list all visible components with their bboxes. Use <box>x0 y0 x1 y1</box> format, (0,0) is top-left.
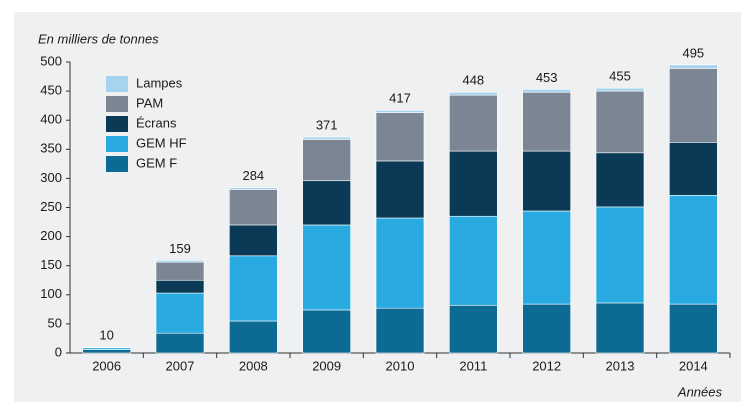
bar-segment <box>669 194 718 305</box>
bar-segment <box>155 260 205 263</box>
bar-segment <box>522 210 571 305</box>
bar-segment <box>522 89 571 93</box>
legend-label: GEM F <box>136 155 177 170</box>
bar-segment <box>82 349 131 354</box>
y-tick-label: 100 <box>40 286 62 301</box>
legend-label: GEM HF <box>136 135 187 150</box>
total-label: 371 <box>316 118 338 133</box>
total-label: 159 <box>169 241 191 256</box>
legend-swatch <box>106 136 128 152</box>
x-tick-label: 2010 <box>386 358 415 373</box>
bar-segment <box>449 91 498 96</box>
chart-title: En milliers de tonnes <box>38 31 159 46</box>
bar-segment <box>449 304 498 354</box>
x-tick-label: 2014 <box>679 358 708 373</box>
bar-segment <box>595 206 645 304</box>
x-tick-label: 2012 <box>532 358 561 373</box>
bar-segment <box>302 139 351 182</box>
bar-segment <box>375 160 425 219</box>
bar-segment <box>669 142 718 196</box>
bar-segment <box>155 292 205 334</box>
bar-segment <box>669 68 718 143</box>
bar-segment <box>522 303 571 354</box>
legend-swatch <box>106 76 128 92</box>
y-tick-label: 350 <box>40 141 62 156</box>
bar-segment <box>522 150 571 212</box>
y-tick-label: 500 <box>40 53 62 68</box>
total-label: 495 <box>682 45 704 60</box>
bar-segment <box>669 64 718 69</box>
x-tick-label: 2007 <box>166 358 195 373</box>
bar-segment <box>302 180 351 226</box>
bar-segment <box>302 309 351 354</box>
bar-segment <box>595 152 645 208</box>
bar-segment <box>595 90 645 154</box>
bar-segment <box>449 215 498 306</box>
total-label: 417 <box>389 91 411 106</box>
bar-segment <box>302 136 351 140</box>
legend-label: Lampes <box>136 75 183 90</box>
total-label: 453 <box>536 70 558 85</box>
bar-segment <box>155 332 205 354</box>
bar-segment <box>229 189 278 226</box>
total-label: 455 <box>609 69 631 84</box>
bar-segment <box>82 346 131 349</box>
bar-segment <box>449 94 498 152</box>
x-tick-label: 2013 <box>606 358 635 373</box>
x-tick-label: 2006 <box>92 358 121 373</box>
y-tick-label: 50 <box>48 315 62 330</box>
bar-segment <box>375 217 425 309</box>
x-tick-label: 2008 <box>239 358 268 373</box>
y-tick-label: 150 <box>40 257 62 272</box>
y-tick-label: 200 <box>40 228 62 243</box>
bar-segment <box>229 187 278 190</box>
bar-segment <box>229 224 278 257</box>
bar-segment <box>229 320 278 354</box>
legend-swatch <box>106 96 128 112</box>
bar-segment <box>595 87 645 92</box>
x-tick-label: 2011 <box>459 358 487 373</box>
bar-segment <box>229 255 278 322</box>
legend-label: PAM <box>136 95 163 110</box>
bar-segment <box>155 279 205 294</box>
y-tick-label: 0 <box>55 344 62 359</box>
y-tick-label: 250 <box>40 199 62 214</box>
total-label: 284 <box>242 168 264 183</box>
legend-swatch <box>106 156 128 172</box>
x-tick-label: 2009 <box>312 358 341 373</box>
y-tick-label: 450 <box>40 83 62 98</box>
bar-segment <box>375 112 425 162</box>
bar-segment <box>449 150 498 217</box>
bar-segment <box>595 302 645 354</box>
bar-segment <box>375 307 425 354</box>
legend-swatch <box>106 116 128 132</box>
x-axis-label: Années <box>677 384 723 399</box>
total-label: 448 <box>462 73 484 88</box>
bar-segment <box>155 261 205 281</box>
y-tick-label: 300 <box>40 170 62 185</box>
y-tick-label: 400 <box>40 112 62 127</box>
bar-segment <box>522 91 571 152</box>
bar-segment <box>302 224 351 311</box>
legend-label: Écrans <box>136 115 177 130</box>
total-label: 10 <box>99 328 113 343</box>
bar-segment <box>375 110 425 113</box>
bar-segment <box>669 303 718 354</box>
